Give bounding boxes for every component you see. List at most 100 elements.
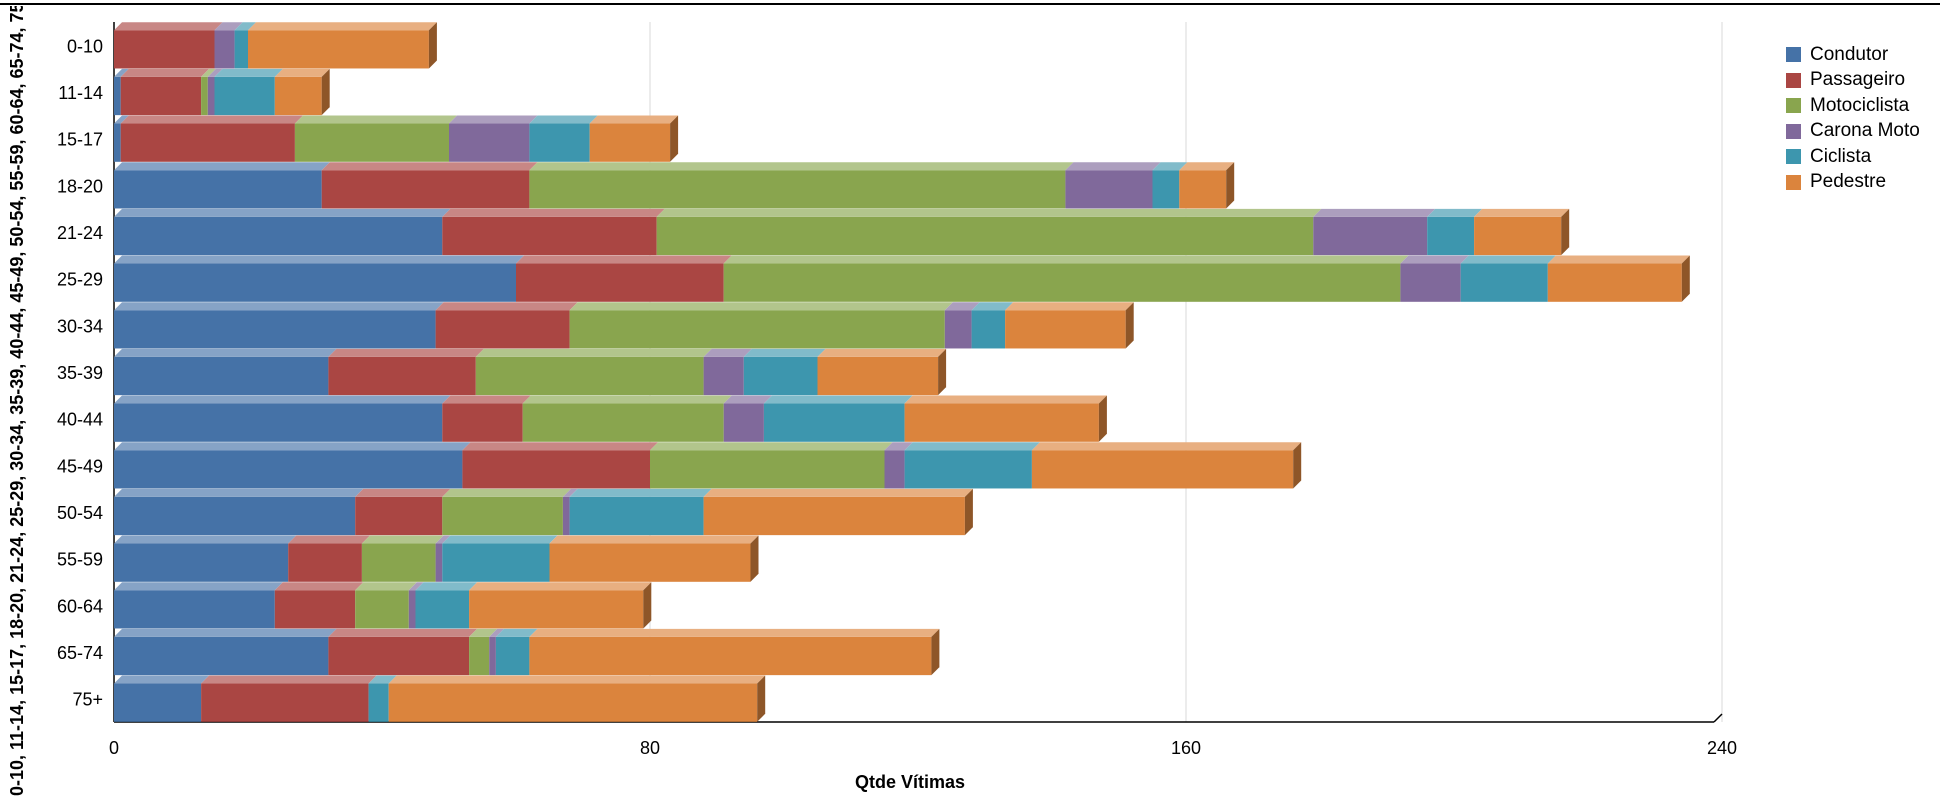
bar-top-face: [207, 68, 223, 77]
legend-swatch: [1786, 47, 1801, 63]
bar-ciclista: [1152, 170, 1180, 209]
bar-top-face: [361, 535, 444, 544]
bar-top-face: [971, 302, 1014, 311]
bar-ciclista: [415, 590, 470, 629]
legend-item: Passageiro: [1786, 68, 1920, 94]
bar-carona-moto: [944, 310, 972, 349]
bar-motociclista: [522, 403, 724, 442]
bar-motociclista: [294, 123, 449, 162]
bar-side-face: [670, 115, 679, 162]
bar-top-face: [274, 582, 364, 591]
bar-ciclista: [214, 76, 275, 116]
bar-ciclista: [904, 450, 1032, 489]
bar-top-face: [656, 208, 1322, 217]
bar-top-face: [1065, 162, 1161, 171]
bar-condutor: [114, 216, 443, 256]
bar-top-face: [288, 535, 370, 544]
legend-item: Motociclista: [1786, 93, 1920, 119]
bar-top-face: [569, 488, 712, 497]
bar-ciclista: [763, 403, 905, 442]
bar-top-face: [328, 348, 484, 357]
bar-top-face: [114, 348, 337, 357]
bar-top-face: [475, 348, 712, 357]
bar-motociclista: [569, 310, 945, 349]
bar-top-face: [469, 582, 652, 591]
bar-condutor: [114, 170, 322, 209]
bar-top-face: [904, 442, 1040, 451]
bar-top-face: [368, 675, 397, 684]
bar-side-face: [428, 22, 437, 69]
y-tick-label: 15-17: [57, 130, 103, 150]
bar-top-face: [442, 488, 571, 497]
bar-side-face: [1293, 442, 1302, 489]
bar-pedestre: [703, 496, 965, 536]
bar-top-face: [462, 442, 658, 451]
bar-side-face: [1125, 302, 1134, 349]
bar-passageiro: [321, 170, 530, 209]
y-tick-label: 35-39: [57, 363, 103, 383]
bar-top-face: [904, 395, 1107, 404]
bar-ciclista: [971, 310, 1006, 349]
x-axis-depth-line: [1713, 713, 1723, 723]
bar-top-face: [489, 628, 504, 637]
bar-top-face: [120, 115, 303, 124]
bar-top-face: [522, 395, 732, 404]
bar-passageiro: [120, 76, 202, 116]
bar-carona-moto: [435, 543, 443, 582]
bar-passageiro: [462, 450, 650, 489]
bar-condutor: [114, 76, 121, 116]
y-tick-label: 11-14: [58, 83, 103, 103]
bar-pedestre: [549, 543, 751, 582]
bar-condutor: [114, 636, 329, 676]
bar-pedestre: [589, 123, 671, 162]
bar-top-face: [114, 68, 129, 77]
bar-condutor: [114, 496, 356, 536]
y-tick-label: 55-59: [57, 550, 103, 570]
legend-item: Carona Moto: [1786, 119, 1920, 145]
bar-ciclista: [495, 636, 530, 676]
bar-carona-moto: [723, 403, 764, 442]
bar-top-face: [201, 675, 377, 684]
bar-carona-moto: [1400, 263, 1461, 302]
bar-carona-moto: [562, 496, 570, 536]
bar-top-face: [562, 488, 578, 497]
bar-top-face: [114, 255, 524, 264]
bar-top-face: [355, 582, 417, 591]
bar-top-face: [234, 22, 256, 31]
bar-ciclista: [1460, 263, 1548, 302]
bar-top-face: [120, 68, 210, 77]
bar-top-face: [703, 348, 752, 357]
bar-condutor: [114, 450, 463, 489]
legend-label: Pedestre: [1810, 171, 1887, 193]
bar-top-face: [884, 442, 913, 451]
bar-top-face: [529, 115, 598, 124]
y-tick-label: 0-10: [67, 36, 103, 56]
bar-side-face: [321, 68, 330, 116]
bar-top-face: [1547, 255, 1690, 264]
legend-swatch: [1786, 174, 1801, 190]
bar-passageiro: [442, 403, 523, 442]
bar-ciclista: [234, 30, 248, 69]
y-tick-label: 45-49: [57, 456, 103, 476]
bar-motociclista: [442, 496, 563, 536]
bar-motociclista: [355, 590, 409, 629]
bar-top-face: [435, 535, 451, 544]
bar-motociclista: [650, 450, 885, 489]
bar-passageiro: [288, 543, 362, 582]
bar-pedestre: [817, 356, 939, 396]
bar-top-face: [114, 442, 471, 451]
bar-ciclista: [1427, 216, 1475, 256]
bar-top-face: [248, 22, 437, 31]
bar-passageiro: [516, 263, 724, 302]
bar-motociclista: [723, 263, 1401, 302]
bar-pedestre: [1005, 310, 1126, 349]
bar-passageiro: [435, 310, 570, 349]
bar-side-face: [643, 582, 652, 629]
bar-motociclista: [469, 636, 490, 676]
bar-top-face: [529, 628, 940, 637]
bar-top-face: [355, 488, 451, 497]
bar-condutor: [114, 123, 121, 162]
bar-condutor: [114, 543, 289, 582]
bar-condutor: [114, 683, 202, 722]
